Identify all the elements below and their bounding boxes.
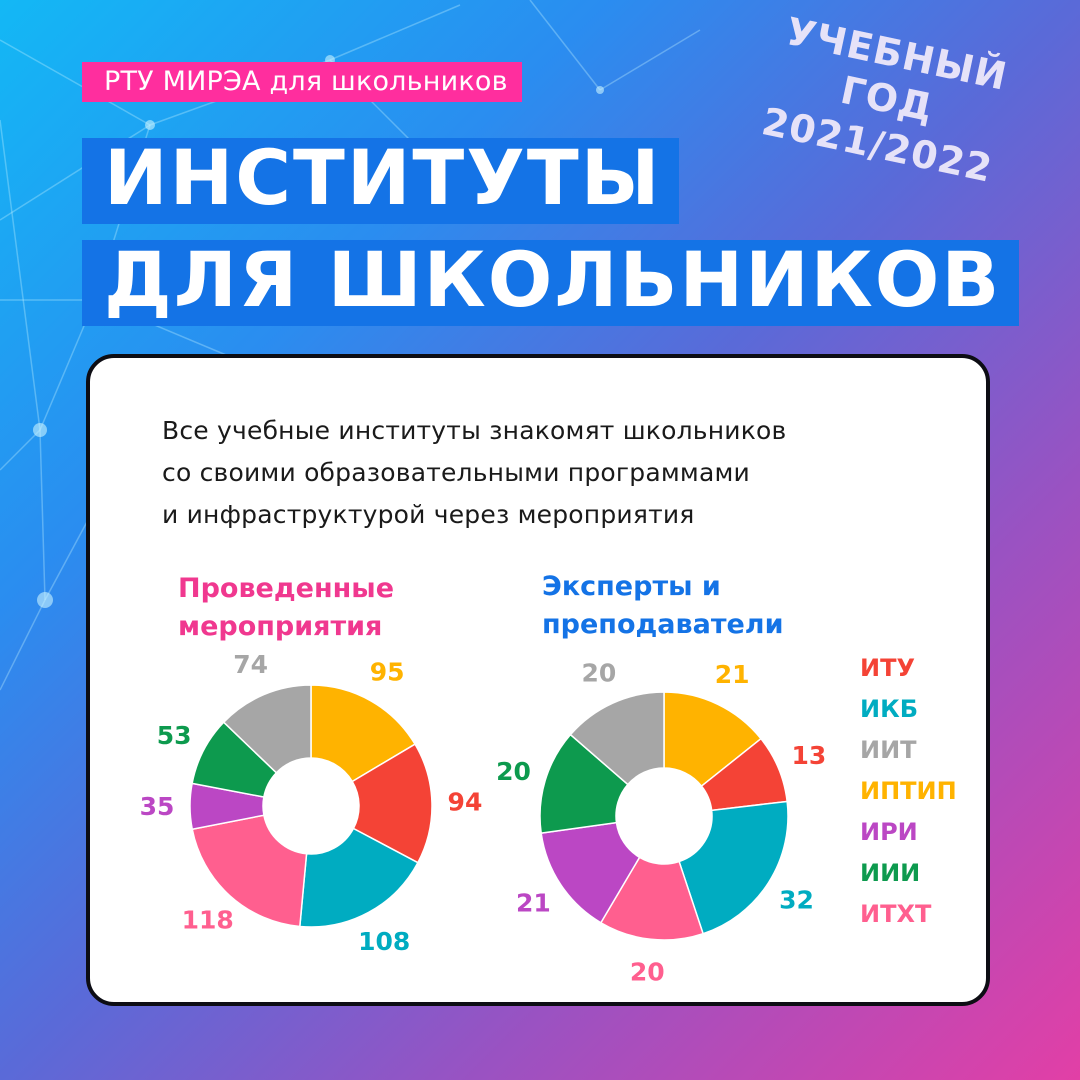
events-slice-itht xyxy=(191,814,308,928)
title-line-1: ИНСТИТУТЫ xyxy=(82,138,680,224)
experts-label-itht: 20 xyxy=(630,958,665,987)
legend-item-iptip: ИПТИП xyxy=(860,777,957,805)
donut-charts: 95 94 108 118 35 53 74 21 13 32 20 21 20 20 xyxy=(140,650,827,987)
legend-item-itht: ИТХТ xyxy=(860,900,932,928)
legend-item-iit: ИИТ xyxy=(860,736,917,764)
events-label-iptip: 95 xyxy=(370,658,405,687)
events-slice-iit xyxy=(222,684,312,774)
experts-label-itu: 13 xyxy=(791,741,826,770)
intro-text: Все учебные институты знакомят школьнико… xyxy=(162,410,922,536)
events-slice-itu xyxy=(351,743,433,864)
experts-chart-title-line-2: преподаватели xyxy=(542,609,784,640)
experts-chart-title-line-1: Эксперты и xyxy=(542,571,721,602)
events-label-itht: 118 xyxy=(182,906,234,935)
intro-line-2: со своими образовательными программами xyxy=(162,458,750,487)
experts-label-iit: 20 xyxy=(582,659,617,688)
info-card: Все учебные институты знакомят школьнико… xyxy=(86,354,990,1006)
events-label-itu: 94 xyxy=(448,788,483,817)
experts-label-iii: 20 xyxy=(496,757,531,786)
experts-slice-ikb xyxy=(678,800,789,935)
experts-label-ikb: 32 xyxy=(779,886,814,915)
events-chart-title: Проведенные мероприятия xyxy=(178,570,394,646)
events-label-iit: 74 xyxy=(233,650,268,679)
legend-item-ikb: ИКБ xyxy=(860,695,918,723)
experts-chart-title: Эксперты и преподаватели xyxy=(542,568,783,644)
top-tag: РТУ МИРЭА для школьников xyxy=(82,62,522,102)
events-slice-iptip xyxy=(310,684,417,783)
events-slice-ikb xyxy=(298,827,419,928)
experts-label-iptip: 21 xyxy=(715,660,750,689)
experts-slice-iit xyxy=(569,691,665,786)
legend-item-itu: ИТУ xyxy=(860,654,915,682)
legend: ИТУ ИКБ ИИТ ИПТИП ИРИ ИИИ ИТХТ xyxy=(860,648,957,935)
experts-label-iri: 21 xyxy=(516,889,551,918)
events-chart-title-line-2: мероприятия xyxy=(178,611,383,642)
intro-line-3: и инфраструктурой через мероприятия xyxy=(162,500,695,529)
events-label-iri: 35 xyxy=(140,792,175,821)
legend-item-iii: ИИИ xyxy=(860,859,921,887)
events-label-ikb: 108 xyxy=(358,927,410,956)
intro-line-1: Все учебные институты знакомят школьнико… xyxy=(162,416,787,445)
events-label-iii: 53 xyxy=(157,721,192,750)
legend-item-iri: ИРИ xyxy=(860,818,918,846)
title-line-2: ДЛЯ ШКОЛЬНИКОВ xyxy=(82,240,1020,326)
events-chart-title-line-1: Проведенные xyxy=(178,573,395,604)
